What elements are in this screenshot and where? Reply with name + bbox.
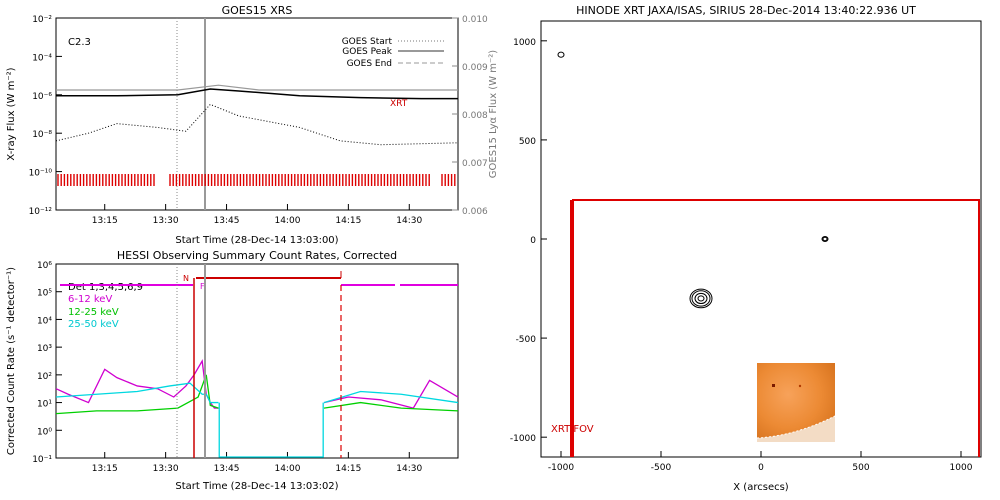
hessi-panel: HESSI Observing Summary Count Rates, Cor… <box>6 249 459 492</box>
hessi-ytick-label: 10⁰ <box>37 427 52 437</box>
goes-ytick-right-label: 0.010 <box>462 15 488 25</box>
goes-ytick-right-label: 0.009 <box>462 63 488 73</box>
xrt-contour <box>691 290 711 307</box>
xrt-contour <box>694 292 708 305</box>
xrt-contour <box>689 288 713 309</box>
goes-short-line <box>55 103 459 146</box>
xrt-inset-image <box>756 363 836 442</box>
xrt-ytick-label: 500 <box>519 137 536 147</box>
xrt-fov-label: XRT FOV <box>551 424 594 435</box>
hessi-ytick-label: 10⁵ <box>37 289 52 299</box>
goes-ytick-right-label: 0.007 <box>462 159 488 169</box>
hessi-legend-12-25: 12-25 keV <box>68 307 119 318</box>
goes-legend-peak: GOES Peak <box>342 47 392 57</box>
goes-ytick-label: 10⁻² <box>32 15 52 25</box>
hessi-xtick-label: 13:15 <box>92 464 118 474</box>
hessi-ytick-label: 10⁴ <box>37 316 52 326</box>
goes-legend: GOES Start GOES Peak GOES End <box>342 37 444 69</box>
xrt-ytick-label: -500 <box>516 335 537 345</box>
goes-xtick-label: 13:30 <box>153 216 179 226</box>
goes-xtick-label: 14:30 <box>396 216 422 226</box>
goes-xtick-label: 14:00 <box>274 216 300 226</box>
hessi-ytick-label: 10⁻¹ <box>32 455 52 465</box>
xrt-xlabel: X (arcsecs) <box>733 482 789 493</box>
xrt-ytick-label: 0 <box>530 236 536 246</box>
hessi-ytick-label: 10² <box>37 372 52 382</box>
hessi-xtick-label: 14:30 <box>396 464 422 474</box>
xrt-contour <box>821 235 829 243</box>
goes-ytick-label: 10⁻¹⁰ <box>29 169 53 179</box>
xrt-xtick-label: -500 <box>651 463 672 473</box>
goes-xrt-annotation: XRT <box>390 99 408 109</box>
hessi-xtick-label: 14:00 <box>274 464 300 474</box>
hessi-legend-det: Det 1,3,4,5,6,9 <box>68 282 143 293</box>
goes-ytick-label: 10⁻⁴ <box>32 53 52 63</box>
hessi-ytick-label: 10³ <box>37 344 52 354</box>
goes-ylabel: X-ray Flux (W m⁻²) <box>6 67 17 160</box>
goes-ytick-right-label: 0.008 <box>462 111 488 121</box>
goes-long-line <box>56 88 458 100</box>
goes-xlabel: Start Time (28-Dec-14 13:03:00) <box>175 235 338 246</box>
xrt-ytick-label: -1000 <box>510 434 536 444</box>
hessi-25-50-line <box>323 390 459 404</box>
goes-xtick-label: 13:15 <box>92 216 118 226</box>
goes-title: GOES15 XRS <box>222 4 293 17</box>
xrt-inset-spot <box>798 384 802 388</box>
xrt-xtick-label: -1000 <box>548 463 574 473</box>
xrt-contour <box>822 236 828 242</box>
goes-xtick-label: 13:45 <box>214 216 240 226</box>
hessi-xlabel: Start Time (28-Dec-14 13:03:02) <box>175 481 338 492</box>
xrt-panel: HINODE XRT JAXA/ISAS, SIRIUS 28-Dec-2014… <box>510 4 982 493</box>
xrt-xtick-label: 1000 <box>950 463 973 473</box>
xrt-contour <box>697 295 705 302</box>
goes-ytick-label: 10⁻⁶ <box>32 92 52 102</box>
hessi-12-25-line <box>323 401 459 412</box>
goes-ytick-label: 10⁻⁸ <box>32 130 52 140</box>
hessi-ylabel: Corrected Count Rate (s⁻¹ detector⁻¹) <box>6 267 17 455</box>
hessi-xtick-label: 14:15 <box>335 464 361 474</box>
hessi-xtick-label: 13:45 <box>214 464 240 474</box>
goes-panel: GOES15 XRS 10⁻² 10⁻⁴ 10⁻⁶ 10⁻⁸ 10⁻¹⁰ 10⁻¹² 0.0… <box>6 4 499 246</box>
hessi-legend-6-12: 6-12 keV <box>68 294 112 305</box>
hessi-25-50-line <box>55 382 219 404</box>
xrt-ytick-label: 1000 <box>513 38 536 48</box>
hessi-data-gap <box>218 402 324 458</box>
hessi-xtick-label: 13:30 <box>153 464 179 474</box>
hessi-6-12-line <box>323 379 459 409</box>
goes-lya-line <box>56 84 458 91</box>
hessi-ytick-label: 10¹ <box>37 400 52 410</box>
goes-legend-start: GOES Start <box>342 37 393 47</box>
hessi-axes-frame <box>55 263 459 459</box>
xrt-title: HINODE XRT JAXA/ISAS, SIRIUS 28-Dec-2014… <box>576 4 916 17</box>
goes-ylabel-right: GOES15 Lyα Flux (W m⁻²) <box>488 50 499 178</box>
goes-xtick-label: 14:15 <box>335 216 361 226</box>
goes-ytick-label: 10⁻¹² <box>29 207 53 217</box>
hessi-flag-f: F <box>200 282 205 291</box>
xrt-xtick-label: 0 <box>758 463 764 473</box>
hessi-title: HESSI Observing Summary Count Rates, Cor… <box>117 249 397 262</box>
xrt-inset-active-region <box>772 384 775 387</box>
hessi-legend-25-50: 25-50 keV <box>68 319 119 330</box>
xrt-contour <box>557 51 565 58</box>
hessi-flag-n: N <box>183 274 189 283</box>
goes-ytick-right-label: 0.006 <box>462 207 488 217</box>
goes-legend-end: GOES End <box>347 59 392 69</box>
xrt-inset-limb <box>757 416 835 442</box>
goes-class-label: C2.3 <box>68 37 91 48</box>
xrt-xtick-label: 500 <box>852 463 869 473</box>
hessi-ytick-label: 10⁶ <box>37 261 52 271</box>
hessi-legend: Det 1,3,4,5,6,9 6-12 keV 12-25 keV 25-50… <box>68 282 143 330</box>
xrt-inset-grid <box>756 415 836 439</box>
